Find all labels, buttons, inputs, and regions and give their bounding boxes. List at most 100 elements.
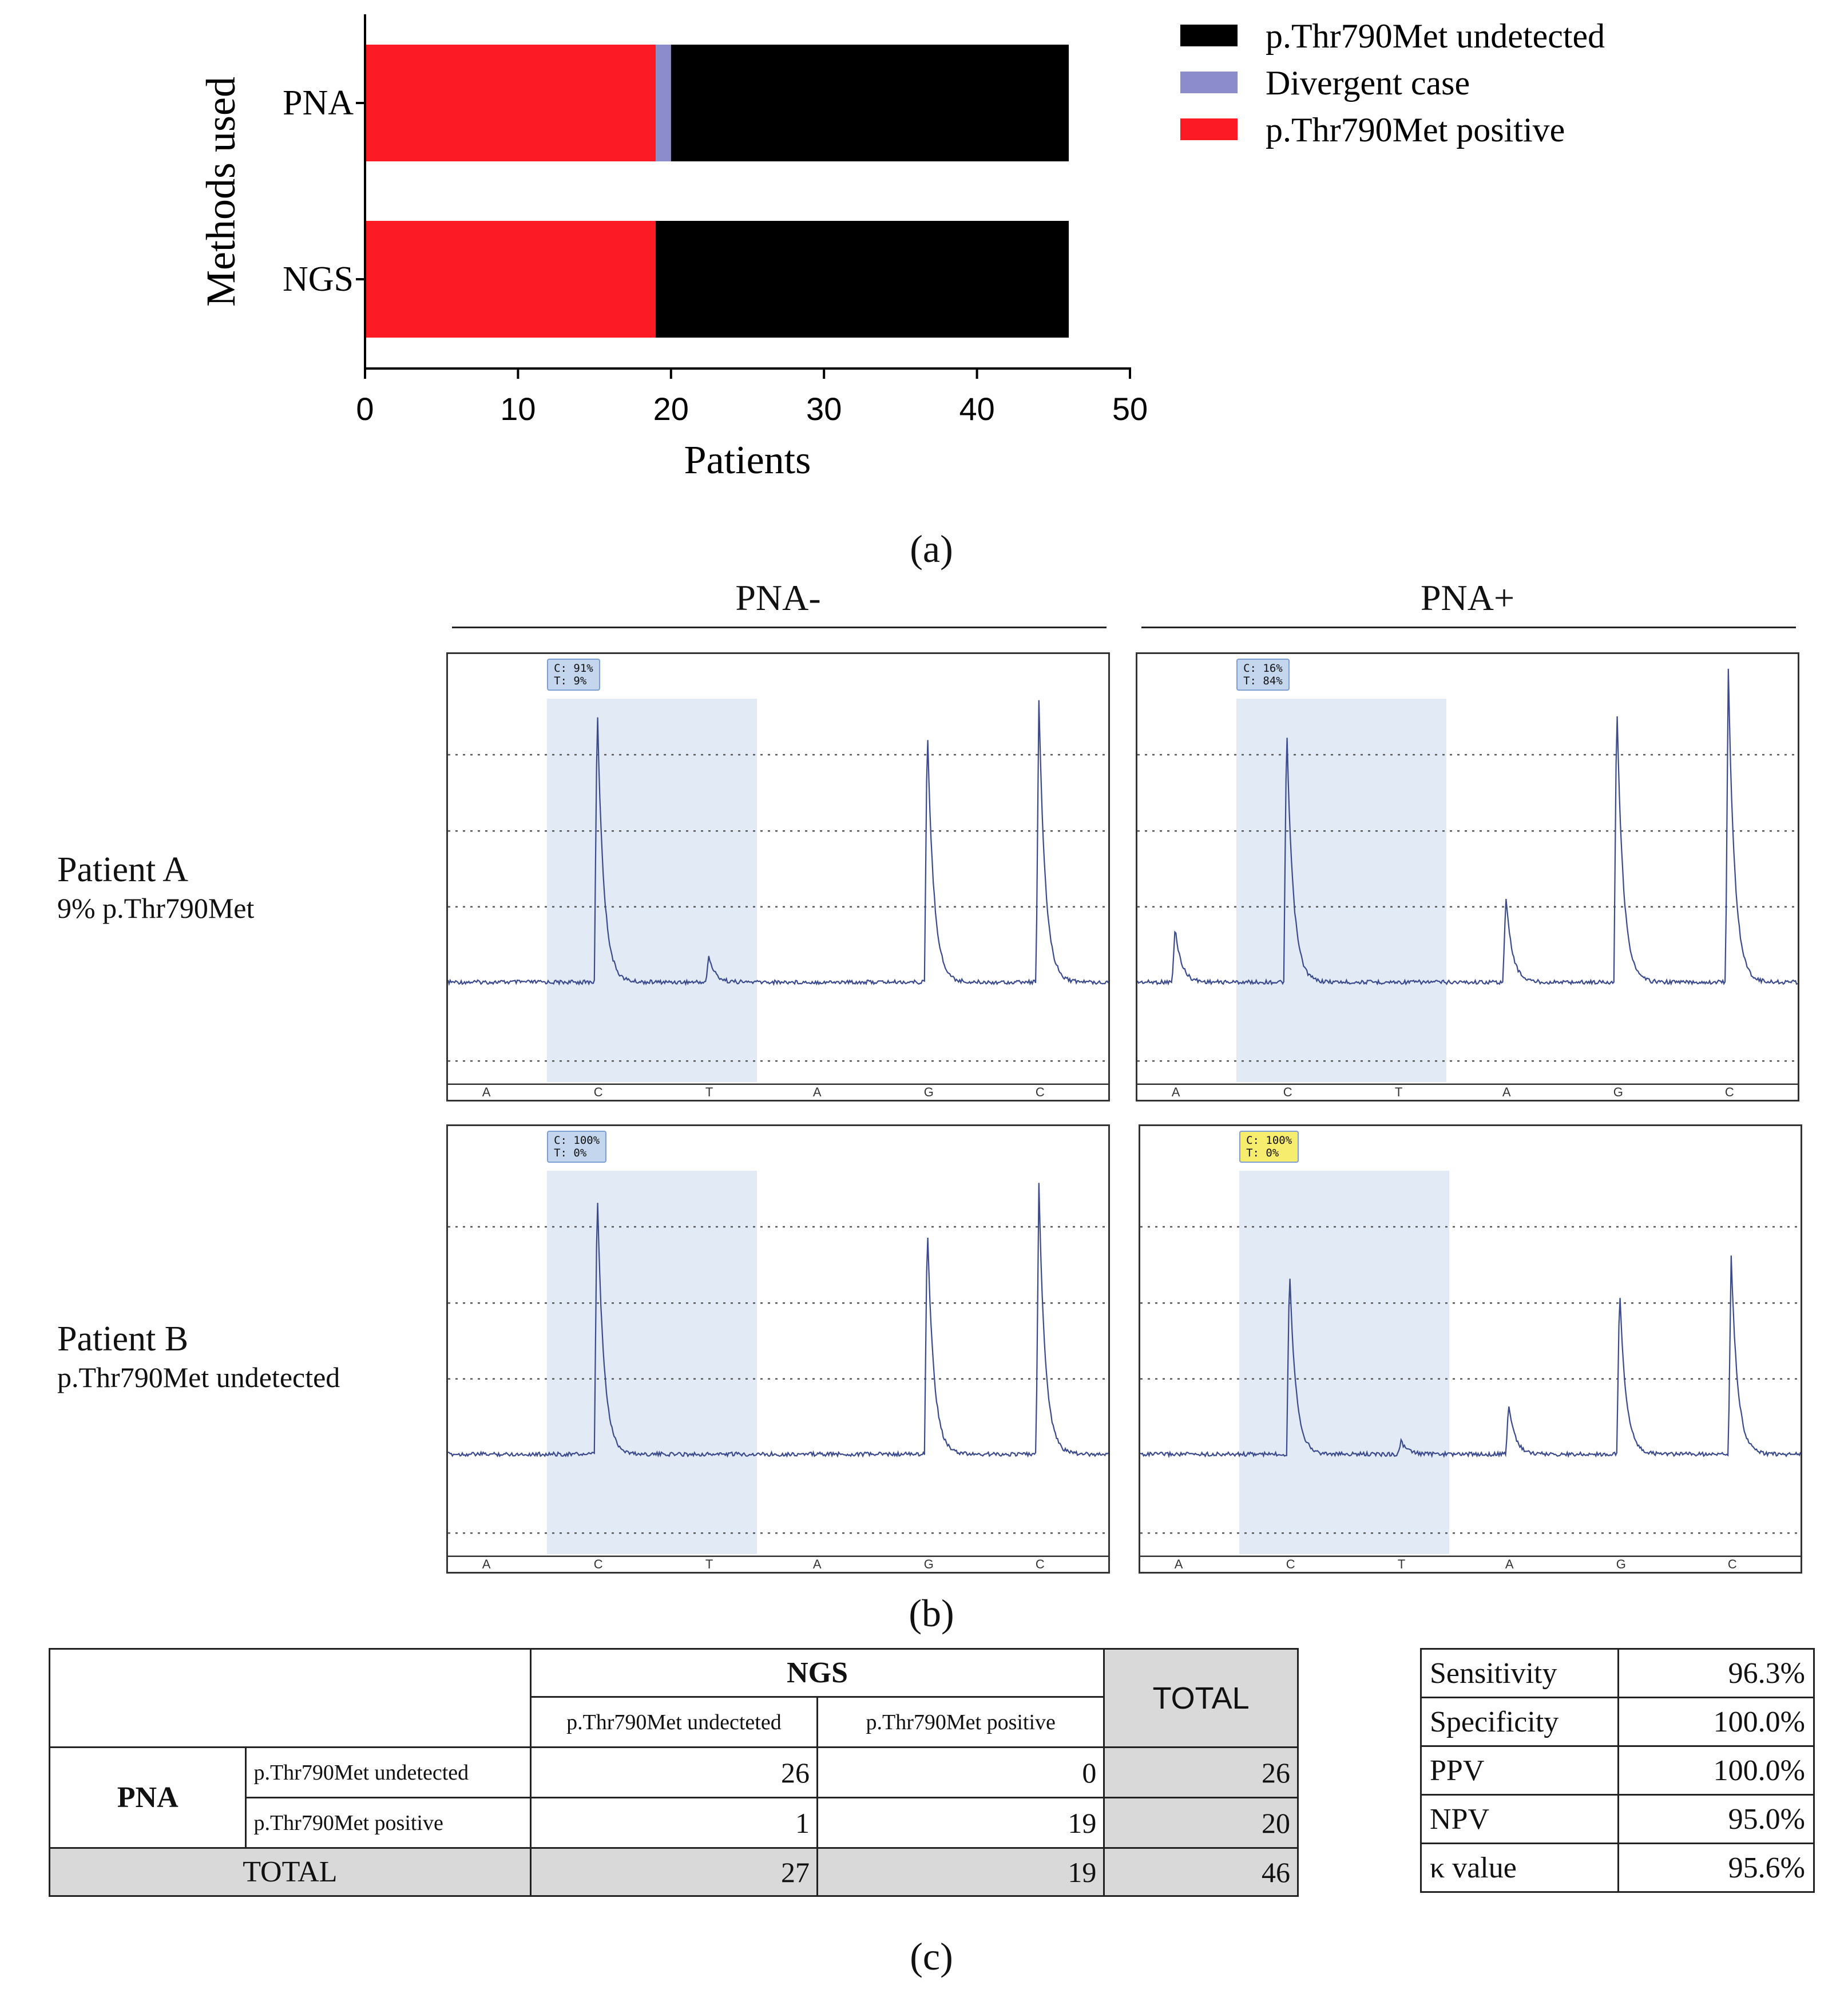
legend-label: p.Thr790Met positive <box>1266 111 1565 149</box>
pyrogram-trace <box>1140 1255 1801 1459</box>
pyrogram-trace-svg <box>1137 668 1798 1085</box>
base-label: T <box>705 1557 713 1572</box>
panel-label-b: (b) <box>909 1591 954 1635</box>
base-label: A <box>1174 1557 1183 1572</box>
bar-pna-series-0 <box>365 45 656 161</box>
stat-row: NPV 95.0% <box>1420 1794 1815 1844</box>
x-tick-label: 50 <box>1112 391 1148 427</box>
base-label: A <box>482 1085 491 1100</box>
x-axis-title: Patients <box>684 438 811 482</box>
stat-value: 100.0% <box>1617 1745 1815 1796</box>
bar-ngs-series-2 <box>656 221 1069 338</box>
base-label: T <box>1394 1085 1403 1100</box>
allele-frequency-badge: C: 16% T: 84% <box>1236 659 1290 691</box>
base-label: C <box>1035 1085 1045 1100</box>
stat-row: Specificity 100.0% <box>1420 1697 1815 1747</box>
pna-row-undetected: p.Thr790Met undetected <box>245 1746 532 1798</box>
panel-label-c: (c) <box>910 1935 953 1978</box>
stat-label: PPV <box>1420 1745 1619 1796</box>
base-label: C <box>593 1085 603 1100</box>
stat-value: 95.0% <box>1617 1794 1815 1844</box>
grand-total: 46 <box>1103 1847 1299 1897</box>
x-tick-label: 40 <box>959 391 994 427</box>
base-label: G <box>1613 1085 1623 1100</box>
pyrogram-trace <box>448 700 1108 986</box>
stat-row: Sensitivity 96.3% <box>1420 1648 1815 1698</box>
pyrogram-trace-svg <box>448 1183 1108 1557</box>
allele-frequency-badge: C: 100% T: 0% <box>1239 1131 1299 1163</box>
stat-row: PPV 100.0% <box>1420 1745 1815 1796</box>
stat-label: Sensitivity <box>1420 1648 1619 1698</box>
patient-a-name: Patient A <box>57 850 189 889</box>
base-label: G <box>923 1085 934 1100</box>
base-label: A <box>1505 1557 1514 1572</box>
patient-b-status: p.Thr790Met undetected <box>57 1361 340 1393</box>
col-total-positive: 19 <box>816 1847 1105 1897</box>
base-label: T <box>1397 1557 1406 1572</box>
statistics-table: Sensitivity 96.3% Specificity 100.0% PPV 10… <box>1420 1648 1815 1893</box>
x-tick-label: 0 <box>356 391 374 427</box>
bar-pna-series-1 <box>656 45 671 161</box>
x-tick-label: 10 <box>500 391 536 427</box>
base-label: G <box>923 1557 934 1572</box>
row-label-patient-b: Patient B p.Thr790Met undetected <box>57 1319 340 1394</box>
highlight-region <box>1239 1171 1449 1554</box>
stat-label: Specificity <box>1420 1697 1619 1747</box>
allele-frequency-badge: C: 91% T: 9% <box>547 659 600 691</box>
total-column-header: TOTAL <box>1103 1648 1299 1748</box>
total-row-header: TOTAL <box>49 1847 532 1897</box>
y-tick-label-ngs: NGS <box>283 260 354 299</box>
stat-value: 96.3% <box>1617 1648 1815 1698</box>
ngs-col-undetected: p.Thr790Met undecteted <box>529 1696 819 1748</box>
stat-value: 95.6% <box>1617 1843 1815 1893</box>
allele-frequency-badge: C: 100% T: 0% <box>547 1131 607 1163</box>
stat-label: NPV <box>1420 1794 1619 1844</box>
table-corner-cell <box>49 1648 532 1748</box>
cell-positive-undetected: 1 <box>529 1797 819 1849</box>
base-label: C <box>1727 1557 1737 1572</box>
pyrogram-patient-a-pna-minus: A C T A G C C: 91% T: 9% <box>446 652 1110 1102</box>
pyrogram-trace <box>1137 668 1798 986</box>
patient-b-name: Patient B <box>57 1320 189 1358</box>
base-label: T <box>705 1085 713 1100</box>
y-axis-title: Methods used <box>198 77 244 307</box>
panel-label-a: (a) <box>910 527 953 570</box>
legend-label: Divergent case <box>1266 64 1470 102</box>
legend-swatch <box>1180 72 1238 93</box>
bar-chart: PNA NGS 0 10 20 30 40 50 Patients Methods used p.T… <box>198 14 1605 482</box>
base-label: C <box>1035 1557 1045 1572</box>
base-label: A <box>1502 1085 1511 1100</box>
patient-a-status: 9% p.Thr790Met <box>57 892 255 924</box>
cell-undetected-positive: 0 <box>816 1746 1105 1798</box>
pyrogram-trace <box>448 1183 1108 1458</box>
ngs-group-header: NGS <box>529 1648 1105 1698</box>
x-tick-label: 30 <box>806 391 842 427</box>
contingency-table: NGS TOTAL p.Thr790Met undecteted p.Thr79… <box>48 1648 1299 1897</box>
x-tick-label: 20 <box>653 391 689 427</box>
base-label: A <box>812 1085 822 1100</box>
column-head-pna-minus: PNA- <box>735 577 821 618</box>
row-total-positive: 20 <box>1103 1797 1299 1849</box>
pyrogram-trace-svg <box>448 700 1108 1085</box>
base-label: C <box>1286 1557 1295 1572</box>
bar-pna-series-2 <box>671 45 1069 161</box>
cell-positive-positive: 19 <box>816 1797 1105 1849</box>
legend-swatch <box>1180 118 1238 140</box>
stat-label: κ value <box>1420 1843 1619 1893</box>
legend-label: p.Thr790Met undetected <box>1266 17 1605 55</box>
bar-ngs-series-0 <box>365 221 656 338</box>
pyrogram-patient-b-pna-minus: A C T A G C C: 100% T: 0% <box>446 1124 1110 1574</box>
base-label: G <box>1616 1557 1626 1572</box>
base-label: C <box>593 1557 603 1572</box>
pyrogram-patient-b-pna-plus: A C T A G C C: 100% T: 0% <box>1139 1124 1802 1574</box>
highlight-region <box>1236 699 1446 1082</box>
cell-undetected-undetected: 26 <box>529 1746 819 1798</box>
base-label: A <box>812 1557 822 1572</box>
stat-row: κ value 95.6% <box>1420 1843 1815 1893</box>
column-rule-pna-minus <box>452 627 1107 628</box>
col-total-undetected: 27 <box>529 1847 819 1897</box>
highlight-region <box>547 1171 757 1554</box>
row-label-patient-a: Patient A 9% p.Thr790Met <box>57 850 254 925</box>
row-total-undetected: 26 <box>1103 1746 1299 1798</box>
pyrogram-patient-a-pna-plus: A C T A G C C: 16% T: 84% <box>1136 652 1799 1102</box>
